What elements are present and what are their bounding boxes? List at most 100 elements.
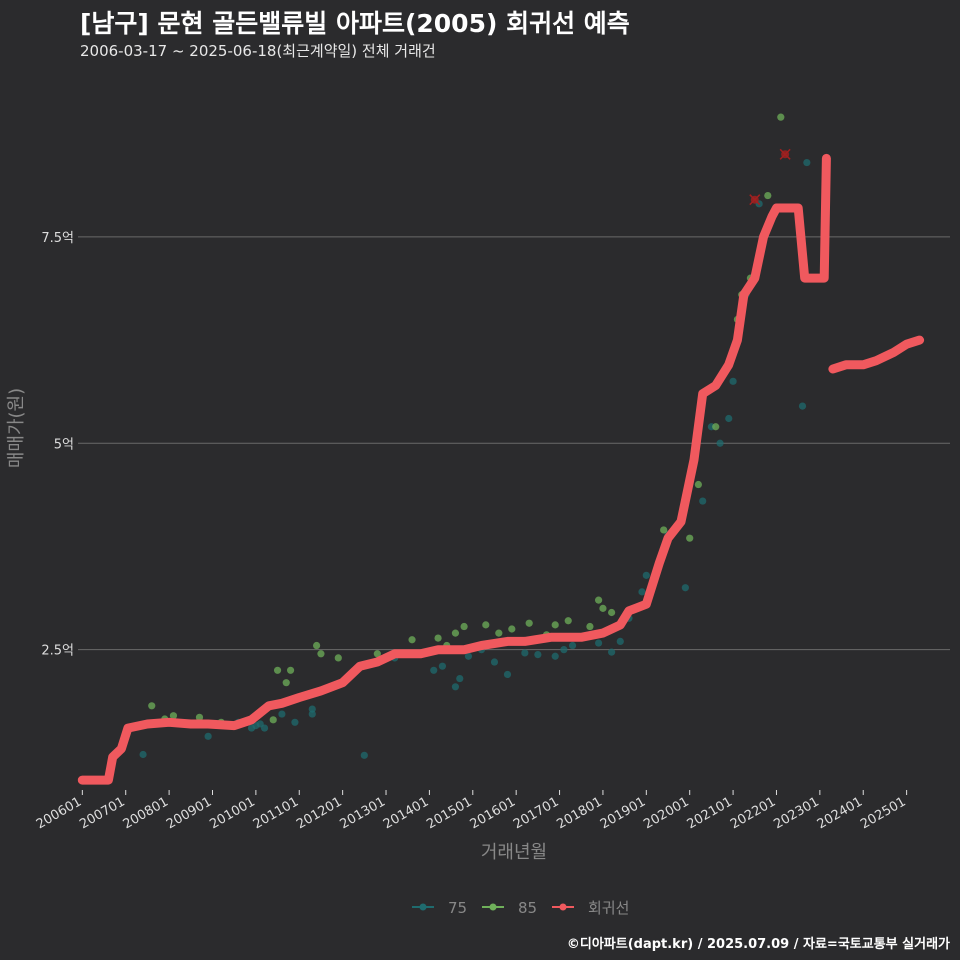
data-point-85 bbox=[460, 622, 468, 631]
x-tick-label: 202401 bbox=[815, 794, 865, 832]
data-point-85 bbox=[313, 641, 321, 650]
data-point-75 bbox=[490, 658, 499, 666]
legend-key-dot bbox=[559, 903, 567, 911]
x-tick-label: 201901 bbox=[598, 794, 648, 832]
data-point-85 bbox=[317, 650, 325, 658]
data-point-85 bbox=[195, 713, 204, 721]
data-point-75 bbox=[521, 649, 529, 657]
data-point-85 bbox=[169, 712, 178, 720]
data-point-75 bbox=[456, 674, 464, 683]
legend-key-dot bbox=[489, 903, 497, 911]
x-tick-label: 201701 bbox=[511, 794, 561, 832]
data-point-75 bbox=[308, 710, 316, 718]
data-point-75 bbox=[608, 648, 616, 656]
data-point-75 bbox=[568, 641, 577, 650]
data-point-75 bbox=[308, 705, 316, 713]
y-axis: 2.5억 5억 7.5억 bbox=[41, 231, 74, 659]
x-tick-label: 200801 bbox=[121, 794, 171, 832]
data-point-85 bbox=[686, 534, 694, 542]
data-point-85 bbox=[408, 636, 416, 644]
regression-line bbox=[77, 153, 925, 785]
x-axis: 2006012007012008012009012010012011012012… bbox=[34, 790, 909, 832]
y-axis-label: 매매가(원) bbox=[6, 388, 27, 468]
highlight-cross bbox=[779, 148, 791, 160]
data-point-75 bbox=[725, 414, 733, 423]
data-point-85 bbox=[273, 666, 282, 674]
data-point-75 bbox=[291, 718, 299, 726]
legend-key-dot bbox=[419, 903, 427, 911]
x-tick-label: 201201 bbox=[294, 794, 344, 832]
data-point-85 bbox=[525, 619, 533, 627]
data-point-85 bbox=[599, 604, 607, 612]
highlight-points bbox=[749, 148, 791, 206]
x-tick-label: 201401 bbox=[381, 794, 431, 832]
data-point-75 bbox=[464, 652, 473, 660]
x-tick-label: 202201 bbox=[728, 794, 778, 832]
data-point-85 bbox=[495, 629, 503, 637]
data-point-75 bbox=[278, 710, 286, 718]
data-point-85 bbox=[764, 191, 772, 200]
grid-lines bbox=[78, 236, 950, 651]
x-tick-label: 201101 bbox=[251, 794, 301, 832]
data-point-85 bbox=[712, 423, 720, 431]
x-tick-label: 201001 bbox=[207, 794, 257, 832]
x-tick-label: 201601 bbox=[468, 794, 518, 832]
highlight-cross bbox=[749, 194, 761, 206]
data-point-75 bbox=[503, 670, 512, 679]
data-point-75 bbox=[360, 751, 368, 759]
data-point-85 bbox=[334, 654, 342, 662]
data-point-85 bbox=[608, 608, 616, 617]
data-point-75 bbox=[798, 402, 807, 410]
legend: 75 85 회귀선 bbox=[412, 899, 629, 917]
data-point-75 bbox=[551, 652, 559, 660]
data-point-75 bbox=[260, 724, 269, 732]
data-point-75 bbox=[560, 646, 568, 654]
x-tick-label: 202301 bbox=[771, 794, 821, 832]
data-point-75 bbox=[616, 637, 624, 645]
data-point-85 bbox=[434, 634, 442, 642]
data-point-85 bbox=[777, 113, 785, 121]
x-tick-label: 200701 bbox=[77, 794, 127, 832]
data-point-85 bbox=[286, 666, 295, 674]
scatter-points bbox=[139, 113, 811, 759]
data-point-75 bbox=[681, 584, 689, 592]
data-point-75 bbox=[534, 651, 542, 659]
data-point-85 bbox=[551, 621, 559, 629]
data-point-75 bbox=[139, 750, 147, 759]
data-point-75 bbox=[430, 666, 438, 674]
data-point-75 bbox=[204, 732, 212, 740]
x-axis-label: 거래년월 bbox=[481, 842, 547, 863]
x-tick-label: 202501 bbox=[858, 794, 908, 832]
data-point-75 bbox=[729, 377, 737, 385]
data-point-85 bbox=[451, 629, 460, 637]
data-point-75 bbox=[699, 497, 707, 505]
data-point-85 bbox=[373, 650, 381, 658]
data-point-75 bbox=[594, 639, 603, 647]
data-point-85 bbox=[269, 716, 277, 724]
y-tick-label: 2.5억 bbox=[41, 644, 74, 659]
data-point-75 bbox=[642, 571, 650, 579]
x-tick-label: 200601 bbox=[34, 794, 84, 832]
data-point-75 bbox=[803, 158, 811, 167]
data-point-85 bbox=[594, 596, 603, 604]
regression-segment bbox=[77, 153, 831, 785]
x-tick-label: 201501 bbox=[424, 794, 474, 832]
data-point-85 bbox=[564, 617, 572, 625]
footer-credit: ©디아파트(dapt.kr) / 2025.07.09 / 자료=국토교통부 실… bbox=[566, 937, 950, 952]
chart-subtitle: 2006-03-17 ~ 2025-06-18(최근계약일) 전체 거래건 bbox=[80, 42, 436, 60]
legend-label: 75 bbox=[448, 899, 467, 917]
legend-label: 회귀선 bbox=[588, 899, 629, 917]
y-tick-label: 5억 bbox=[54, 437, 74, 452]
x-tick-label: 202001 bbox=[641, 794, 691, 832]
data-point-75 bbox=[638, 588, 646, 596]
data-point-85 bbox=[482, 621, 490, 629]
legend-label: 85 bbox=[518, 899, 537, 917]
chart-title: [남구] 문현 골든밸류빌 아파트(2005) 회귀선 예측 bbox=[80, 9, 630, 38]
x-tick-label: 202101 bbox=[685, 794, 735, 832]
data-point-75 bbox=[451, 683, 460, 691]
data-point-85 bbox=[660, 526, 668, 534]
data-point-75 bbox=[716, 439, 724, 447]
regression-segment bbox=[828, 335, 925, 374]
x-tick-label: 200901 bbox=[164, 794, 214, 832]
